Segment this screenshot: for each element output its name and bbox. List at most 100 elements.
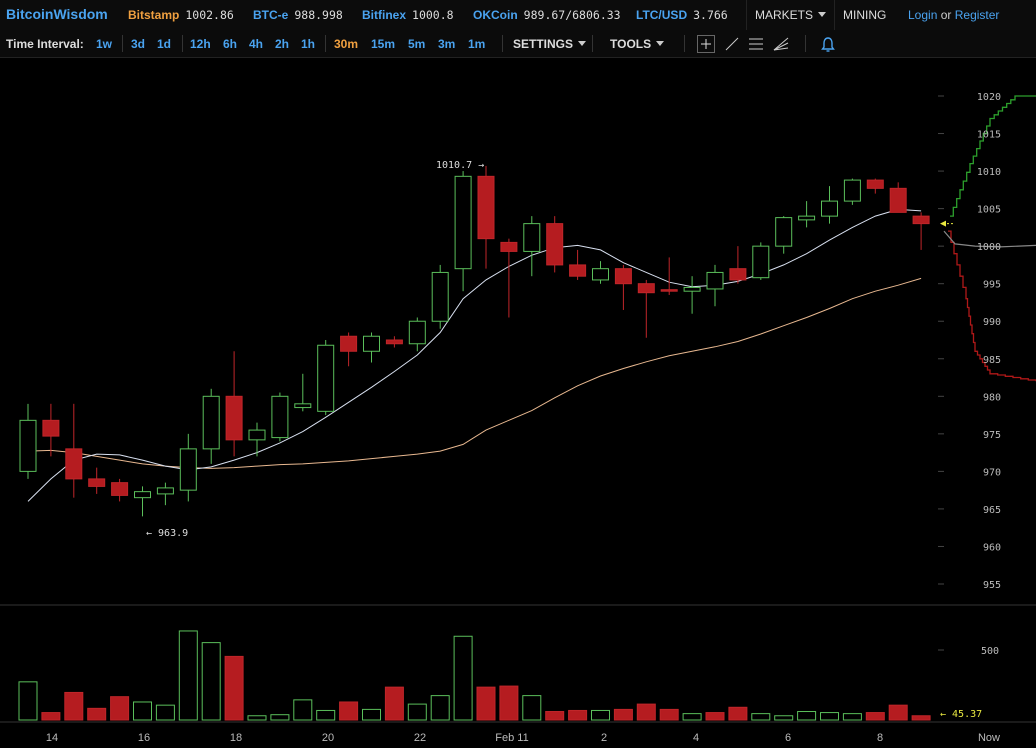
ticker-value: 3.766	[693, 8, 728, 22]
volume-bar	[499, 685, 519, 721]
ticker-bitstamp[interactable]: Bitstamp 1002.86	[128, 8, 234, 22]
mining-menu[interactable]: MINING	[834, 0, 904, 47]
volume-bar	[613, 708, 633, 721]
volume-bar	[888, 704, 908, 721]
interval-1w[interactable]: 1w	[96, 37, 113, 51]
candle-body	[866, 179, 884, 189]
ticker-value: 1002.86	[185, 8, 234, 22]
time-tick-label: 8	[877, 732, 883, 744]
auth-links: Login or Register	[908, 8, 999, 22]
tools-menu[interactable]: TOOLS	[610, 37, 665, 51]
depth-chart	[943, 95, 1036, 382]
site-logo[interactable]: BitcoinWisdom	[6, 6, 108, 22]
candle-body	[752, 245, 770, 279]
tools-label: TOOLS	[610, 37, 652, 51]
volume-tick-label: 500	[981, 646, 999, 657]
interval-3d[interactable]: 3d	[131, 37, 146, 51]
volume-bar	[407, 703, 427, 721]
price-tick-label: 995	[983, 280, 1001, 291]
volume-bar	[636, 703, 656, 721]
volume-bar	[865, 712, 885, 721]
volume-bar	[842, 713, 862, 721]
candle-body	[843, 179, 861, 202]
volume-bar	[110, 696, 130, 721]
divider	[122, 35, 123, 52]
settings-menu[interactable]: SETTINGS	[513, 37, 587, 51]
ticker-name: BTC-e	[253, 8, 289, 22]
ticker-value: 988.998	[294, 8, 343, 22]
divider	[592, 35, 593, 52]
ticker-ltcusd[interactable]: LTC/USD 3.766	[636, 8, 728, 22]
time-tick-label: 18	[230, 732, 242, 744]
ticker-value: 1000.8	[412, 8, 454, 22]
volume-bar	[728, 706, 748, 721]
ticker-bitfinex[interactable]: Bitfinex 1000.8	[362, 8, 454, 22]
price-tick-label: 1015	[977, 130, 1001, 141]
interval-12h[interactable]: 12h	[190, 37, 211, 51]
volume-bar	[41, 712, 61, 721]
price-tick-label: 975	[983, 430, 1001, 441]
candle-body	[294, 403, 312, 409]
interval-4h[interactable]: 4h	[249, 37, 264, 51]
candle-body	[706, 271, 724, 290]
candle-body	[179, 448, 197, 491]
interval-6h[interactable]: 6h	[223, 37, 238, 51]
interval-1d[interactable]: 1d	[157, 37, 172, 51]
depth-ask-line	[949, 95, 1036, 217]
depth-bid-line	[947, 230, 1036, 382]
time-tick-label: 22	[414, 732, 426, 744]
candle-body	[454, 175, 472, 270]
candle-body	[42, 419, 60, 437]
divider	[805, 35, 806, 52]
markets-label: MARKETS	[755, 8, 814, 22]
interval-3m[interactable]: 3m	[438, 37, 456, 51]
candle-body	[88, 478, 106, 487]
volume-bar	[178, 630, 198, 721]
candle-body	[500, 241, 518, 252]
markets-menu[interactable]: MARKETS	[746, 0, 834, 30]
ma-fast-line	[27, 208, 922, 502]
volume-bar	[64, 691, 84, 721]
ticker-okcoin[interactable]: OKCoin 989.67/6806.33	[473, 8, 621, 22]
candle-body	[19, 419, 37, 472]
candle-body	[156, 487, 174, 495]
candle-body	[569, 264, 587, 277]
candle-body	[271, 395, 289, 439]
candle-body	[523, 223, 541, 252]
line-draw-icon[interactable]	[723, 35, 741, 53]
price-tick-label: 985	[983, 355, 1001, 366]
candle-body	[340, 335, 358, 352]
divider	[502, 35, 503, 52]
interval-30m[interactable]: 30m	[334, 37, 359, 51]
volume-bar	[774, 715, 794, 721]
volume-bar	[820, 712, 839, 721]
candle-body	[317, 344, 335, 412]
time-tick-label: 2	[601, 732, 607, 744]
ticker-name: Bitfinex	[362, 8, 407, 22]
time-tick-label: Feb 11	[495, 732, 528, 744]
candle-body	[592, 268, 609, 281]
candle-body	[65, 448, 83, 480]
low-price-label: ← 963.9	[146, 528, 188, 539]
candle-body	[637, 283, 655, 294]
interval-2h[interactable]: 2h	[275, 37, 290, 51]
crosshair-icon[interactable]	[697, 35, 715, 53]
candle-body	[729, 268, 747, 281]
volume-bar	[522, 695, 542, 721]
depth-mid-line	[943, 230, 1036, 248]
interval-1m[interactable]: 1m	[468, 37, 486, 51]
fan-icon[interactable]	[772, 35, 790, 53]
chevron-down-icon	[818, 12, 827, 17]
top-bar: BitcoinWisdom Bitstamp 1002.86 BTC-e 988.9…	[0, 0, 1036, 47]
interval-15m[interactable]: 15m	[371, 37, 396, 51]
mining-label: MINING	[843, 8, 887, 22]
price-chart[interactable]: 955 960 965 970 975 980 985 990 995 1000 1005 1010 1…	[0, 58, 1036, 748]
interval-5m[interactable]: 5m	[408, 37, 426, 51]
alert-bell-icon[interactable]	[819, 35, 837, 53]
interval-1h[interactable]: 1h	[301, 37, 316, 51]
ticker-btce[interactable]: BTC-e 988.998	[253, 8, 343, 22]
time-tick-label: 6	[785, 732, 791, 744]
register-link[interactable]: Register	[954, 8, 1000, 22]
login-link[interactable]: Login	[908, 8, 938, 22]
fibonacci-icon[interactable]	[747, 35, 765, 53]
